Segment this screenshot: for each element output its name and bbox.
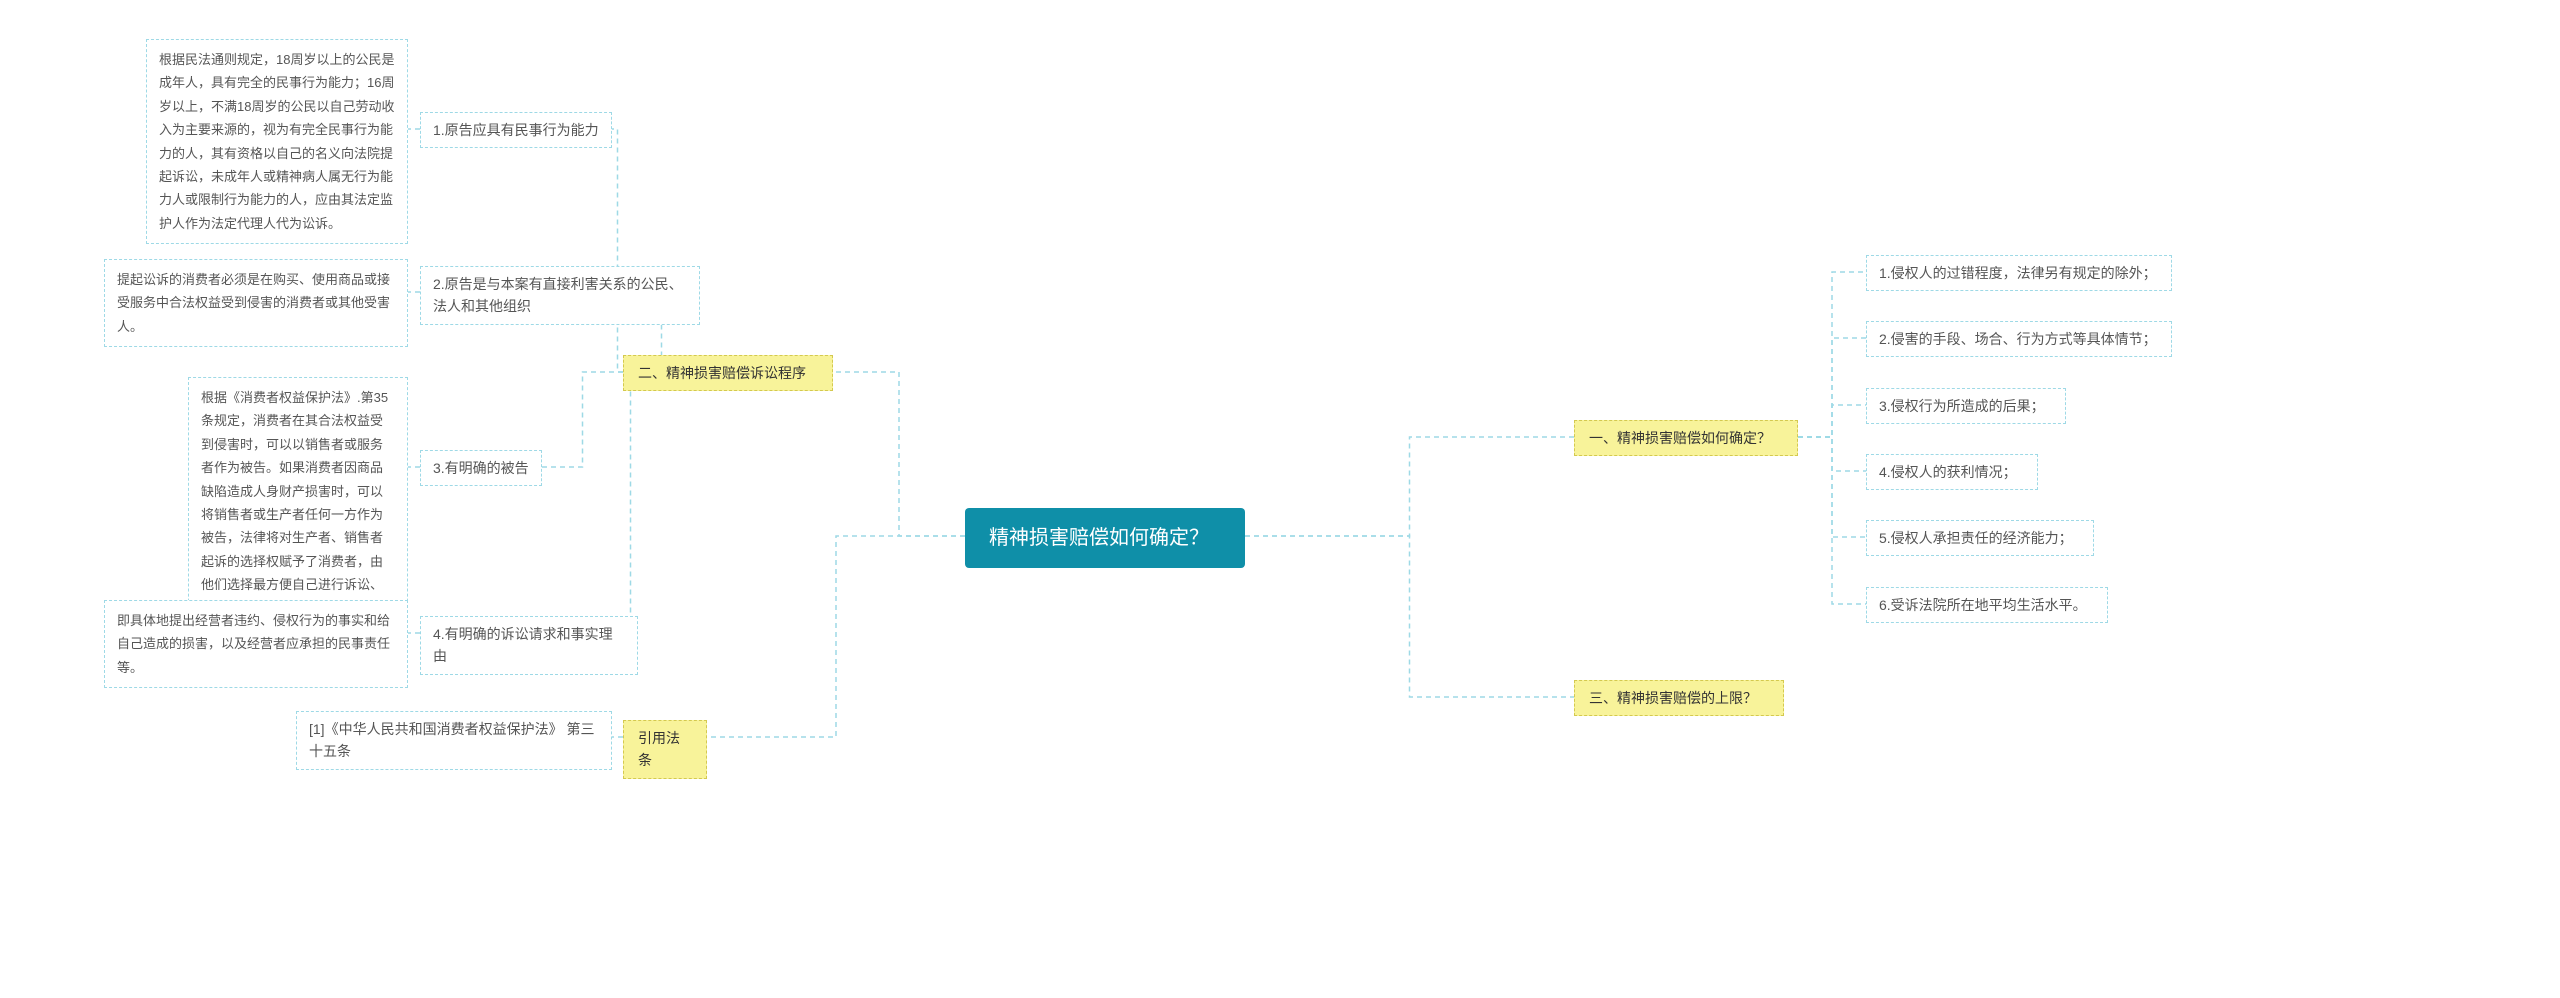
detail-b2c4: 即具体地提出经营者违约、侵权行为的事实和给自己造成的损害，以及经营者应承担的民事…	[104, 600, 408, 688]
leaf-b2c1[interactable]: 1.原告应具有民事行为能力	[420, 112, 612, 148]
leaf-b2c3[interactable]: 3.有明确的被告	[420, 450, 542, 486]
branch-one[interactable]: 一、精神损害赔偿如何确定？	[1574, 420, 1798, 456]
leaf-b1c4[interactable]: 4.侵权人的获利情况；	[1866, 454, 2038, 490]
root-node[interactable]: 精神损害赔偿如何确定？	[965, 508, 1245, 568]
leaf-b1c5[interactable]: 5.侵权人承担责任的经济能力；	[1866, 520, 2094, 556]
leaf-b2c2[interactable]: 2.原告是与本案有直接利害关系的公民、法人和其他组织	[420, 266, 700, 325]
leaf-b1c6[interactable]: 6.受诉法院所在地平均生活水平。	[1866, 587, 2108, 623]
leaf-b2c4[interactable]: 4.有明确的诉讼请求和事实理由	[420, 616, 638, 675]
leaf-b1c1[interactable]: 1.侵权人的过错程度，法律另有规定的除外；	[1866, 255, 2172, 291]
branch-three[interactable]: 三、精神损害赔偿的上限？	[1574, 680, 1784, 716]
branch-reference[interactable]: 引用法条	[623, 720, 707, 779]
detail-b2c2: 提起讼诉的消费者必须是在购买、使用商品或接受服务中合法权益受到侵害的消费者或其他…	[104, 259, 408, 347]
detail-b2c1: 根据民法通则规定，18周岁以上的公民是成年人，具有完全的民事行为能力；16周岁以…	[146, 39, 408, 244]
leaf-b1c2[interactable]: 2.侵害的手段、场合、行为方式等具体情节；	[1866, 321, 2172, 357]
leaf-brefc1[interactable]: [1]《中华人民共和国消费者权益保护法》 第三十五条	[296, 711, 612, 770]
branch-two[interactable]: 二、精神损害赔偿诉讼程序	[623, 355, 833, 391]
leaf-b1c3[interactable]: 3.侵权行为所造成的后果；	[1866, 388, 2066, 424]
